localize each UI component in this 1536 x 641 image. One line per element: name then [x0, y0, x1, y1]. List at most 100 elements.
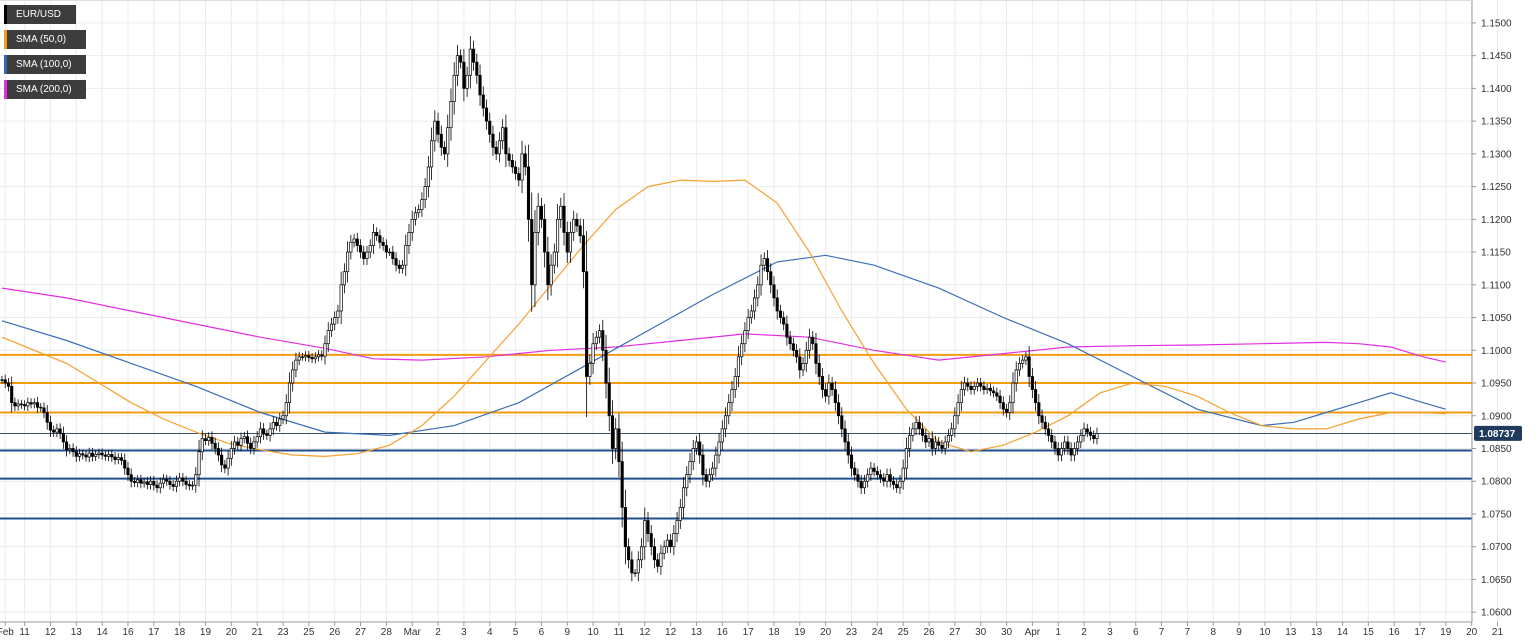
- legend-item-eurusd[interactable]: EUR/USD: [4, 5, 76, 24]
- candle-body: [672, 533, 676, 548]
- legend-swatch: [4, 5, 7, 24]
- candle-body: [1053, 441, 1057, 449]
- candle-body: [820, 376, 824, 390]
- candle-body: [362, 251, 366, 259]
- y-tick-label: 1.1350: [1481, 117, 1512, 128]
- candle-body: [1043, 421, 1047, 430]
- x-tick-label: 14: [1337, 627, 1349, 638]
- candle-body: [972, 385, 976, 390]
- candle-body: [940, 444, 944, 449]
- candle-body: [685, 474, 689, 489]
- y-tick-label: 1.1200: [1481, 215, 1512, 226]
- candle-body: [649, 533, 653, 548]
- candle-body: [552, 251, 556, 266]
- candle-body: [423, 186, 427, 201]
- candle-body: [65, 441, 69, 451]
- candle-body: [48, 421, 53, 431]
- candle-body: [1072, 448, 1076, 456]
- candle-body: [26, 402, 30, 407]
- candle-body: [778, 310, 782, 318]
- candle-body: [507, 153, 511, 161]
- candle-body: [517, 173, 521, 181]
- candle-body: [882, 477, 886, 482]
- x-tick-label: 20: [820, 627, 832, 638]
- candle-body: [565, 232, 569, 253]
- candle-body: [688, 461, 692, 476]
- candle-body: [352, 238, 356, 243]
- candle-body: [61, 433, 65, 443]
- candle-body: [659, 552, 663, 567]
- candle-body: [578, 225, 582, 237]
- candle-body: [501, 127, 505, 142]
- candle-body: [323, 343, 327, 357]
- candle-body: [442, 146, 447, 155]
- x-tick-label: 9: [1236, 627, 1242, 638]
- x-tick-label: 17: [743, 627, 755, 638]
- candle-body: [336, 310, 340, 318]
- candle-body: [388, 251, 392, 254]
- candle-body: [1011, 382, 1015, 404]
- candle-body: [749, 310, 753, 318]
- candle-body: [145, 481, 149, 485]
- legend-swatch: [4, 30, 7, 49]
- candle-body: [594, 336, 598, 345]
- candle-body: [181, 477, 185, 482]
- candle-body: [872, 467, 876, 472]
- candle-body: [807, 336, 812, 351]
- candle-body: [1027, 356, 1031, 377]
- candle-body: [772, 284, 776, 299]
- candle-body: [378, 235, 382, 243]
- candle-body: [1034, 389, 1038, 404]
- legend-item-sma-100[interactable]: SMA (100,0): [4, 55, 86, 74]
- candle-body: [956, 402, 960, 417]
- candle-body: [119, 457, 124, 461]
- candle-body: [924, 435, 928, 443]
- candle-body: [856, 474, 860, 482]
- candle-body: [84, 454, 88, 458]
- x-tick-label: 6: [1133, 627, 1139, 638]
- candle-body: [526, 166, 531, 220]
- x-tick-label: 16: [122, 627, 134, 638]
- candle-body: [669, 539, 673, 548]
- candle-body: [71, 448, 75, 453]
- candle-body: [281, 415, 285, 420]
- legend-item-sma-200[interactable]: SMA (200,0): [4, 80, 86, 99]
- x-tick-label: 27: [949, 627, 961, 638]
- x-tick-label: 27: [355, 627, 367, 638]
- candle-body: [223, 464, 227, 469]
- candles: [0, 36, 1099, 582]
- candle-body: [262, 428, 266, 435]
- candle-body: [1076, 441, 1080, 449]
- candle-body: [242, 436, 246, 440]
- candle-body: [746, 317, 750, 331]
- candle-body: [1082, 428, 1086, 436]
- candle-body: [123, 459, 127, 469]
- candle-body: [342, 271, 346, 286]
- candle-body: [930, 438, 934, 449]
- y-tick-label: 1.0600: [1481, 608, 1512, 619]
- candle-body: [446, 127, 450, 155]
- candle-body: [239, 438, 243, 446]
- candle-body: [29, 402, 33, 405]
- x-tick-label: Feb: [0, 627, 14, 638]
- candle-body: [995, 392, 999, 397]
- candle-body: [236, 441, 240, 446]
- legend-item-sma-50[interactable]: SMA (50,0): [4, 30, 86, 49]
- candle-body: [1008, 402, 1012, 413]
- x-tick-label: 14: [97, 627, 109, 638]
- x-tick-label: 2: [435, 627, 441, 638]
- candle-body: [681, 487, 686, 508]
- candle-body: [410, 218, 414, 233]
- candle-body: [988, 387, 992, 392]
- candle-body: [730, 389, 734, 404]
- candle-body: [310, 357, 314, 360]
- candle-body: [966, 382, 970, 387]
- x-tick-label: 20: [226, 627, 238, 638]
- candle-body: [817, 363, 821, 377]
- candle-body: [869, 467, 873, 476]
- candle-body: [420, 199, 424, 210]
- candle-body: [765, 258, 770, 273]
- candle-body: [252, 441, 256, 449]
- candle-body: [585, 271, 589, 377]
